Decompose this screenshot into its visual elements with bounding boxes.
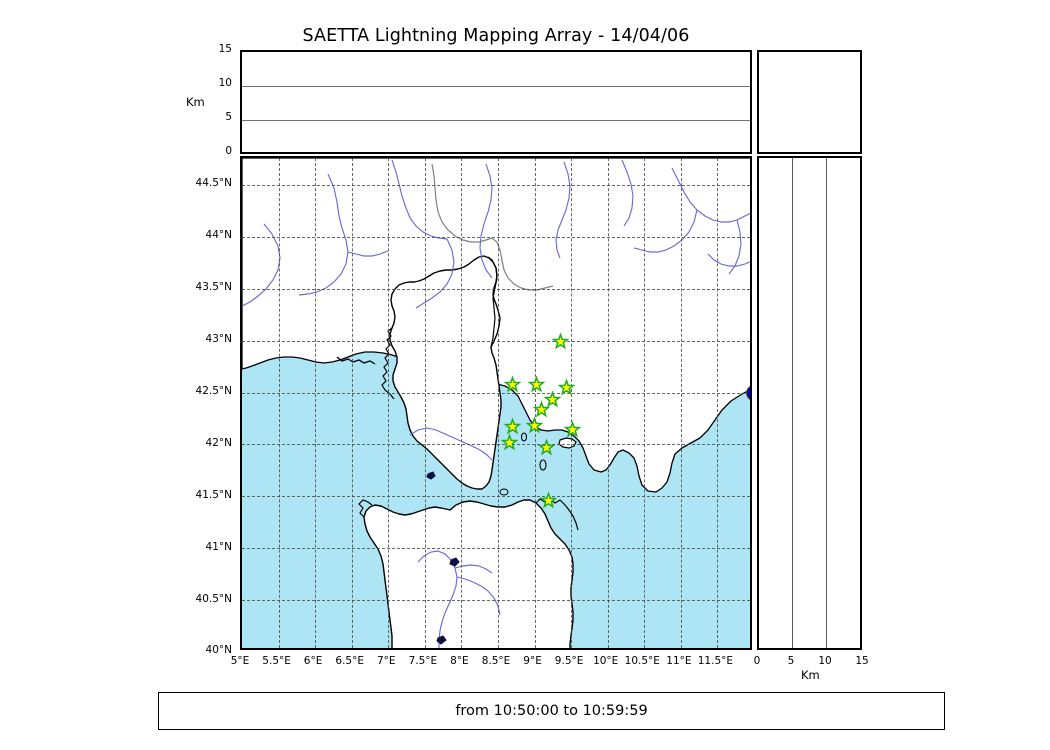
xtick-lon-9: 9°E — [523, 655, 542, 667]
ytick-lat-43: 43°N — [205, 333, 232, 345]
gridline-5km — [242, 120, 750, 121]
xtick-lon-5: 5°E — [230, 655, 250, 667]
gridline-lat-44.5 — [242, 184, 750, 186]
ytick-lat-41.5: 41.5°N — [195, 489, 232, 501]
ytick-lat-41: 41°N — [205, 541, 232, 553]
gridline-lon-6.5 — [351, 158, 353, 648]
ytick-lat-43.5: 43.5°N — [195, 281, 232, 293]
xtick-lon-6.5: 6.5°E — [335, 655, 364, 667]
gridline-lon-5.5 — [278, 158, 280, 648]
station-marker[interactable] — [532, 400, 551, 418]
page-title: SAETTA Lightning Mapping Array - 14/04/0… — [302, 26, 690, 46]
gridline-10km — [242, 86, 750, 87]
xtick-right-0: 0 — [753, 655, 761, 667]
ytick-lat-44.5: 44.5°N — [195, 177, 232, 189]
gridline-lat-41.5 — [242, 496, 750, 498]
xtick-lon-11.5: 11.5°E — [697, 655, 734, 667]
gridline-lon-8.5 — [498, 158, 499, 648]
gridline-lat-44 — [242, 236, 750, 238]
station-marker[interactable] — [503, 375, 522, 393]
altitude-histogram-panel[interactable] — [757, 50, 862, 154]
station-marker[interactable] — [500, 433, 519, 451]
ytick-lat-40: 40°N — [205, 644, 232, 656]
altitude-vs-latitude-panel[interactable] — [757, 156, 862, 650]
gridline-lat-43 — [242, 340, 750, 342]
xtick-lon-5.5: 5.5°E — [262, 655, 291, 667]
gridline-lon-11 — [680, 158, 682, 648]
station-marker[interactable] — [543, 390, 562, 408]
station-marker[interactable] — [563, 420, 582, 438]
map-graphic — [242, 158, 750, 648]
ytick-top-10: 10 — [218, 77, 232, 89]
xtick-lon-6: 6°E — [303, 655, 323, 667]
gridline-lon-10.5 — [644, 158, 646, 648]
gridline-lon-7 — [388, 158, 390, 648]
gridline-lon-9 — [534, 158, 536, 648]
top-panel-ylabel: Km — [186, 95, 205, 109]
gridline-lon-7.5 — [424, 158, 426, 648]
gridline-lon-8 — [461, 158, 463, 648]
gridline-lat-42 — [242, 444, 750, 446]
gridline-lon-6 — [315, 158, 317, 648]
xtick-right-5: 5 — [787, 655, 795, 667]
station-marker[interactable] — [537, 438, 556, 456]
station-marker[interactable] — [503, 417, 522, 435]
ytick-top-5: 5 — [225, 111, 232, 123]
xtick-right-15: 15 — [855, 655, 869, 667]
xtick-lon-8.5: 8.5°E — [481, 655, 511, 667]
xtick-lon-7.5: 7.5°E — [408, 655, 438, 667]
xtick-lon-10.5: 10.5°E — [624, 655, 660, 667]
ytick-lat-40.5: 40.5°N — [195, 593, 232, 605]
ytick-lat-42: 42°N — [205, 437, 232, 449]
right-panel-xlabel: Km — [801, 668, 820, 682]
xtick-lon-7: 7°E — [377, 655, 396, 667]
station-marker[interactable] — [527, 375, 546, 393]
gridline-lat-41 — [242, 548, 750, 550]
gridline-lon-9.5 — [571, 158, 573, 648]
time-range-text: from 10:50:00 to 10:59:59 — [455, 703, 648, 719]
time-range-box[interactable]: from 10:50:00 to 10:59:59 — [158, 692, 945, 730]
gridline-lat-43.5 — [242, 288, 750, 290]
gridline-lat-40.5 — [242, 600, 750, 602]
station-marker[interactable] — [539, 491, 558, 509]
ytick-top-15: 15 — [218, 43, 232, 55]
xtick-lon-8: 8°E — [450, 655, 469, 667]
gridline-right-10km — [826, 158, 827, 648]
map-panel[interactable] — [240, 156, 752, 650]
altitude-vs-longitude-panel[interactable] — [240, 50, 752, 154]
station-marker[interactable] — [557, 378, 575, 396]
ytick-lat-42.5: 42.5°N — [195, 385, 232, 397]
xtick-lon-10: 10°E — [593, 655, 619, 667]
gridline-lon-11.5 — [717, 158, 719, 648]
xtick-right-10: 10 — [818, 655, 832, 667]
station-marker[interactable] — [525, 416, 544, 434]
gridline-right-5km — [792, 158, 793, 648]
xtick-lon-9.5: 9.5°E — [554, 655, 584, 667]
ytick-lat-44: 44°N — [205, 229, 232, 241]
ytick-top-0: 0 — [225, 145, 232, 157]
gridline-lat-42.5 — [242, 392, 750, 394]
xtick-lon-11: 11°E — [666, 655, 692, 667]
gridline-lon-10 — [607, 158, 609, 648]
station-marker[interactable] — [551, 332, 570, 350]
